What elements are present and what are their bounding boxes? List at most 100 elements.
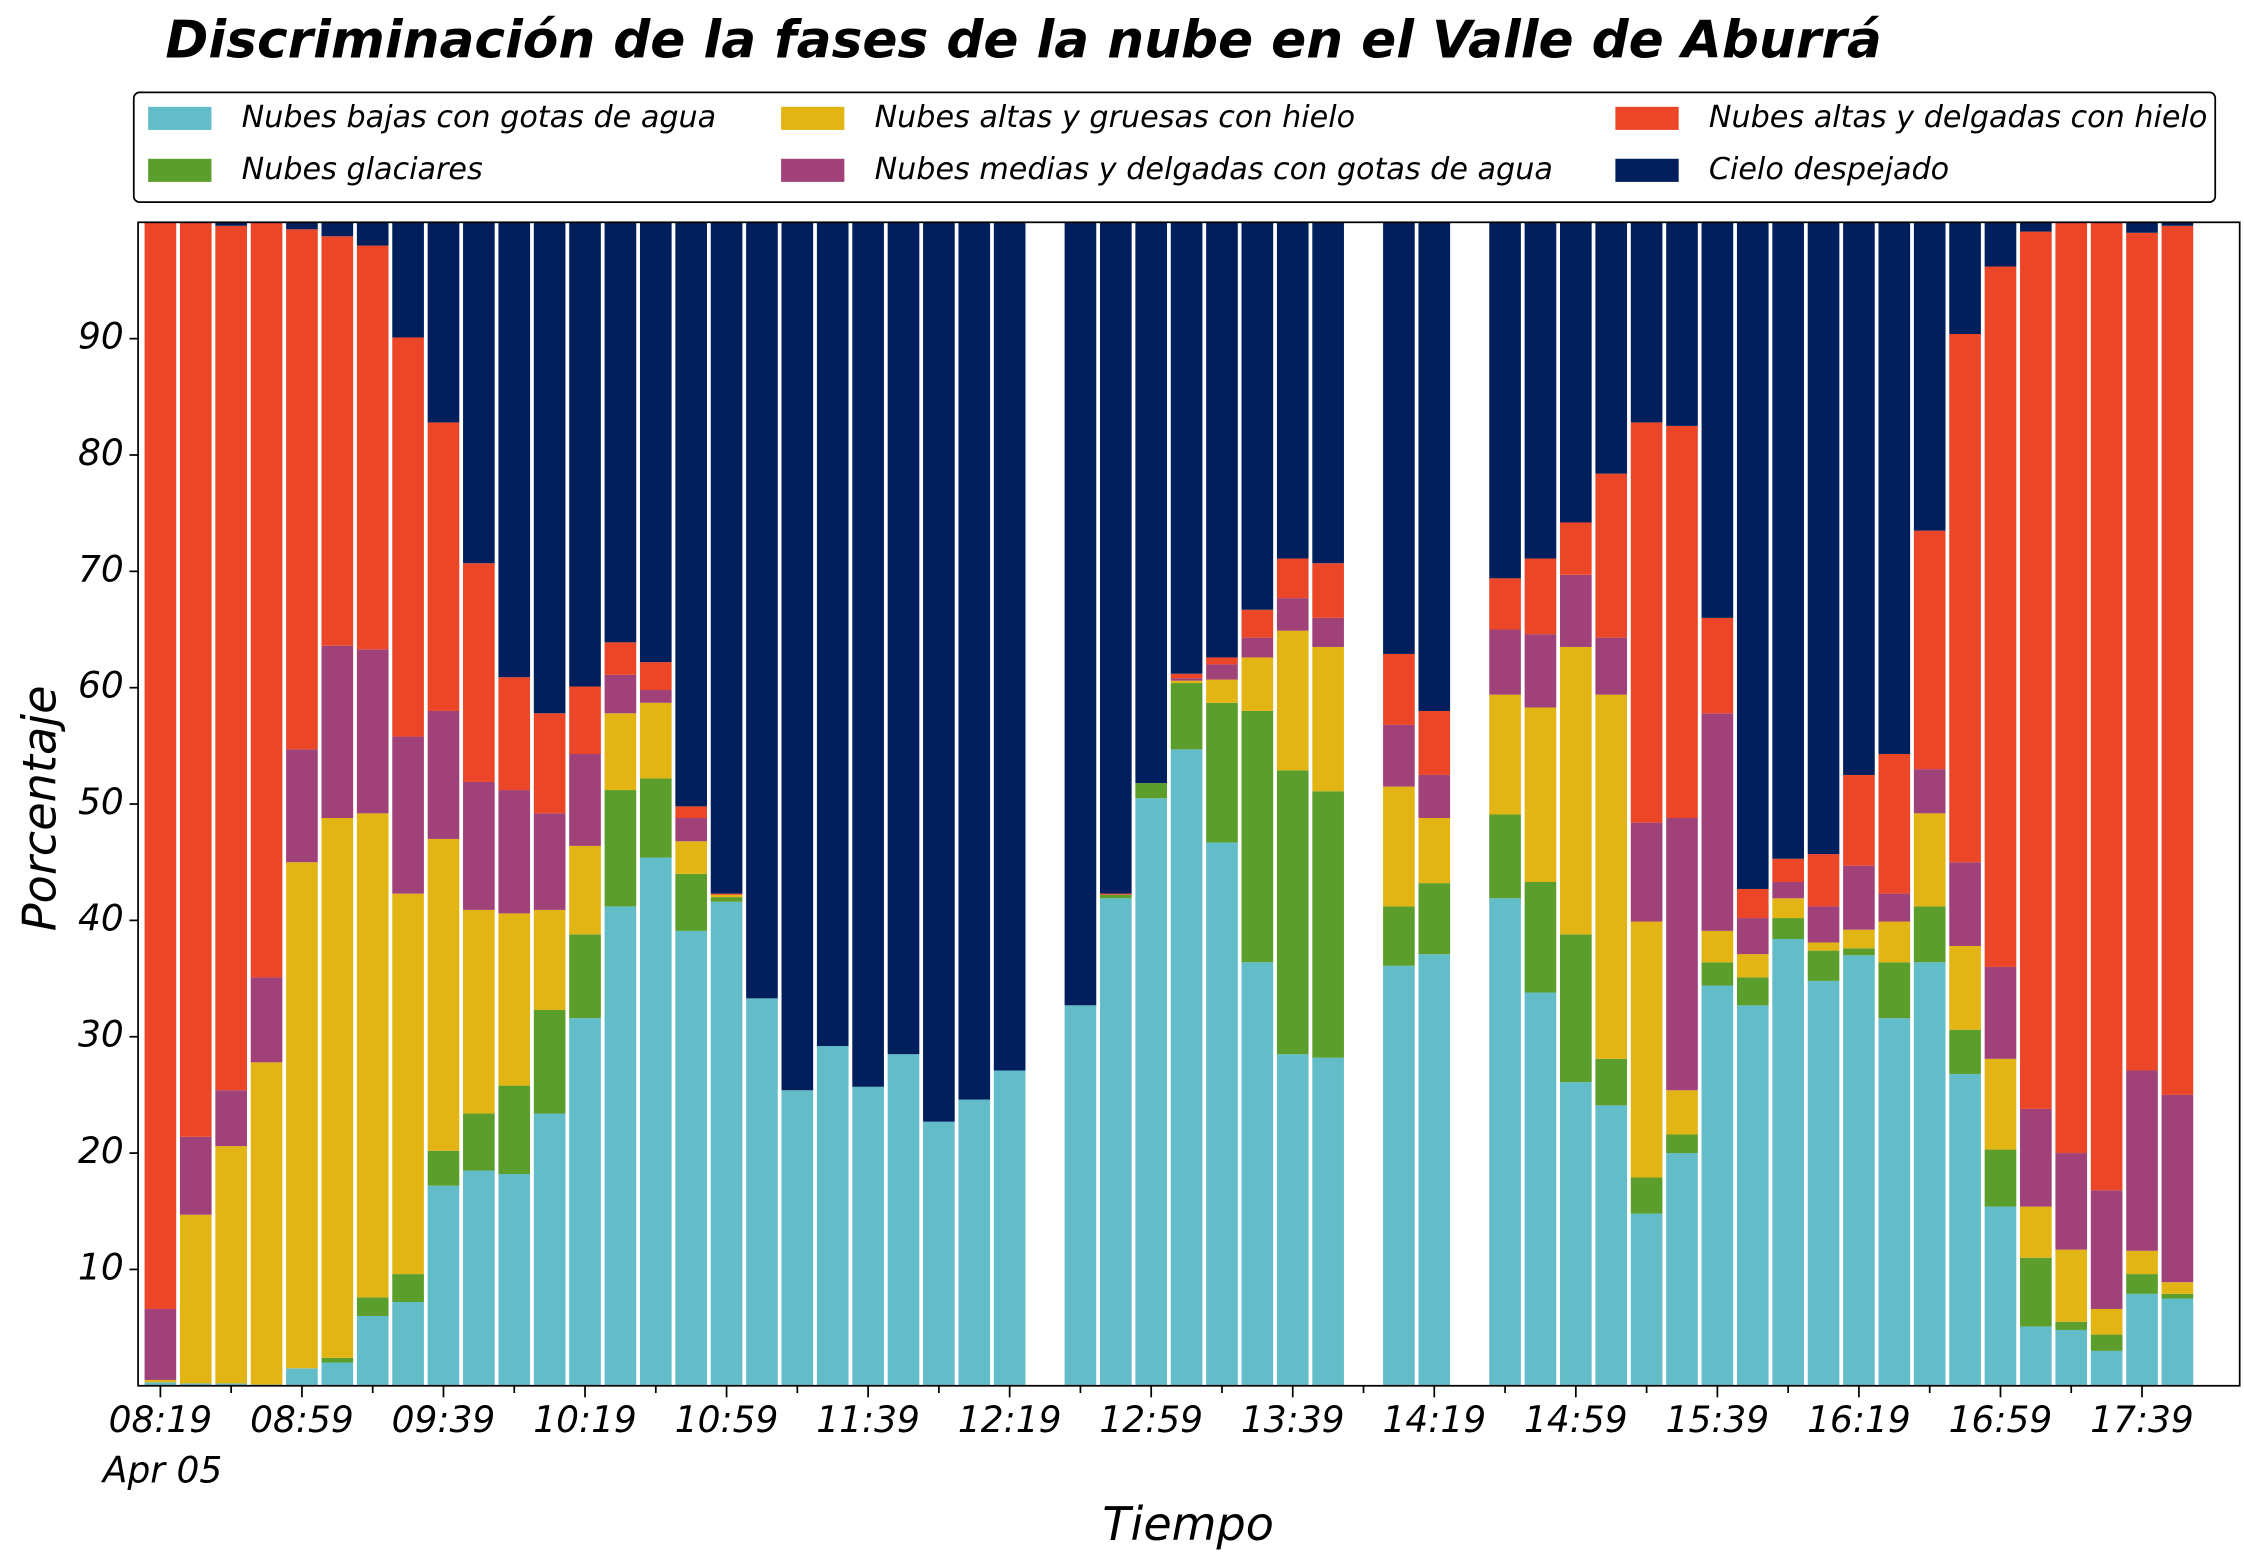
bar-segment	[569, 754, 601, 846]
bar-segment	[1807, 222, 1840, 855]
bar-segment	[1276, 630, 1309, 771]
bar-segment	[1701, 962, 1734, 986]
bar-segment	[1701, 222, 1734, 618]
bar-segment	[1666, 222, 1698, 426]
bar-segment	[887, 1054, 920, 1386]
plot-frame	[137, 221, 2241, 1387]
x-date-label: Apr 05	[101, 1450, 222, 1491]
x-tick-label: 10:59	[675, 1400, 779, 1441]
bar-segment	[1170, 749, 1203, 1386]
bar-segment	[1241, 222, 1274, 610]
bar-segment	[2126, 222, 2158, 233]
bar-segment	[1878, 754, 1911, 894]
bar-segment	[1666, 1134, 1698, 1154]
bar-segment	[604, 674, 637, 714]
bar-segment	[1241, 710, 1274, 963]
bar-segment	[1560, 522, 1592, 575]
bar-segment	[1878, 962, 1911, 1019]
y-tick-label: 70	[78, 549, 124, 590]
bar-segment	[1241, 962, 1274, 1386]
bar-segment	[2020, 1326, 2052, 1386]
bar-segment	[356, 813, 389, 1298]
bar-segment	[2126, 1070, 2158, 1251]
legend-swatch	[148, 158, 212, 182]
bar-segment	[1843, 929, 1875, 949]
bar-segment	[463, 909, 495, 1114]
bar-segment	[1666, 818, 1698, 1091]
bar-segment	[1736, 222, 1769, 889]
bar-segment	[356, 1315, 389, 1386]
bar-segment	[498, 677, 531, 791]
bar-segment	[1383, 653, 1415, 725]
bar-segment	[1206, 679, 1238, 703]
bar-segment	[392, 1302, 424, 1386]
bar-segment	[1524, 707, 1557, 882]
bar-segment	[1736, 918, 1769, 955]
bar-segment	[1913, 222, 1946, 531]
x-tick-label: 16:59	[1949, 1400, 2053, 1441]
bar-segment	[2161, 225, 2194, 1095]
bar-segment	[356, 649, 389, 814]
bar-segment	[1630, 222, 1663, 423]
bar-segment	[533, 1113, 566, 1386]
bar-segment	[427, 1185, 460, 1386]
bar-segment	[1560, 646, 1592, 935]
bar-segment	[604, 222, 637, 643]
bar-segment	[1383, 786, 1415, 907]
bar-segment	[1099, 222, 1132, 894]
bar-segment	[1843, 865, 1875, 930]
bar-segment	[1630, 921, 1663, 1178]
bar-segment	[1560, 222, 1592, 523]
bar-segment	[1843, 774, 1875, 866]
legend-swatch	[148, 106, 212, 130]
bar-segment	[1206, 664, 1238, 680]
bar-segment	[286, 862, 318, 1369]
bar-segment	[144, 1308, 177, 1380]
bar-segment	[498, 222, 531, 678]
bar-segment	[1489, 898, 1521, 1386]
y-axis-label: Porcentaje	[13, 685, 67, 931]
legend-label: Nubes medias y delgadas con gotas de agu…	[875, 152, 1553, 187]
bar-segment	[1630, 1177, 1663, 1214]
bar-segment	[215, 1383, 247, 1386]
y-tick-label: 50	[78, 782, 124, 823]
bar-segment	[215, 1146, 247, 1384]
bar-segment	[2126, 232, 2158, 1071]
bar-segment	[1772, 939, 1804, 1386]
bar-segment	[710, 897, 743, 902]
bar-segment	[427, 1150, 460, 1186]
bar-segment	[463, 1113, 495, 1171]
bar-segment	[1630, 822, 1663, 922]
bar-segment	[321, 222, 354, 237]
bar-segment	[1524, 222, 1557, 559]
bar-segment	[286, 229, 318, 750]
bar-segment	[1135, 222, 1168, 784]
bar-segment	[533, 1009, 566, 1114]
y-tick-label: 10	[78, 1247, 124, 1288]
bar-segment	[1878, 921, 1911, 963]
legend-swatch	[1615, 106, 1679, 130]
bar-segment	[1949, 333, 1981, 863]
bar-segment	[710, 893, 743, 895]
bar-segment	[1241, 657, 1274, 711]
bar-segment	[463, 1170, 495, 1386]
bar-segment	[675, 841, 708, 874]
bar-segment	[1949, 862, 1981, 946]
bar-segment	[639, 702, 672, 779]
bar-segment	[2090, 1350, 2123, 1386]
bar-segment	[639, 857, 672, 1386]
bar-segment	[1418, 818, 1451, 884]
bar-segment	[2126, 1250, 2158, 1275]
bar-segment	[179, 1214, 212, 1384]
bar-segment	[639, 690, 672, 703]
legend-swatch	[781, 158, 845, 182]
legend-label: Nubes altas y gruesas con hielo	[875, 100, 1355, 135]
bar-segment	[1807, 854, 1840, 907]
bar-segment	[1489, 814, 1521, 899]
bar-segment	[1595, 637, 1628, 695]
bar-segment	[1701, 713, 1734, 931]
x-tick-label: 08:59	[250, 1400, 354, 1441]
bar-segment	[1418, 222, 1451, 711]
legend-label: Cielo despejado	[1709, 152, 1949, 187]
